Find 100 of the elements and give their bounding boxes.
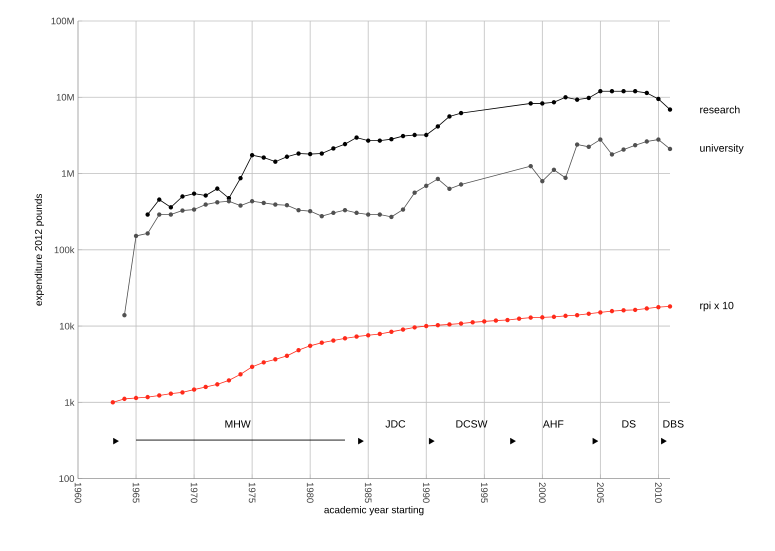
point <box>668 107 672 112</box>
point <box>458 110 464 116</box>
y-tick-label: 1k <box>65 398 74 406</box>
point <box>284 154 290 159</box>
point <box>250 364 254 370</box>
point <box>389 137 394 142</box>
point <box>552 314 556 320</box>
point <box>563 95 568 100</box>
point <box>400 134 406 138</box>
point <box>540 315 545 320</box>
point <box>122 312 127 318</box>
point <box>296 208 301 212</box>
point <box>296 151 301 156</box>
y-tick-label: 10M <box>56 94 74 101</box>
point <box>284 203 290 208</box>
y-axis-title: expenditure 2012 pounds <box>34 194 44 306</box>
point <box>389 330 394 334</box>
point <box>621 308 626 312</box>
point <box>592 438 598 444</box>
x-axis-title: academic year starting <box>324 506 424 516</box>
point <box>447 114 452 119</box>
annotation: DCSW <box>456 420 488 428</box>
point <box>250 199 254 204</box>
point <box>273 357 278 362</box>
point <box>320 340 324 345</box>
point <box>284 354 290 358</box>
point <box>238 372 243 377</box>
point <box>552 168 556 172</box>
x-tick-label: 1990 <box>422 482 430 503</box>
point <box>203 202 208 207</box>
point <box>447 186 452 192</box>
point <box>400 207 406 212</box>
point <box>262 155 266 160</box>
point <box>644 306 649 311</box>
point <box>145 212 150 217</box>
point <box>262 360 266 365</box>
point <box>632 308 638 312</box>
point <box>308 208 312 214</box>
x-tick-label: 1960 <box>74 482 82 503</box>
point <box>354 334 359 339</box>
point <box>574 97 580 102</box>
point <box>157 212 162 217</box>
point <box>412 325 417 330</box>
point <box>180 390 185 395</box>
point <box>308 344 312 348</box>
point <box>192 387 196 392</box>
point <box>552 100 556 104</box>
point <box>134 396 138 400</box>
point <box>632 143 638 148</box>
annotation: DBS <box>663 420 684 428</box>
point <box>389 214 394 220</box>
point <box>610 89 614 94</box>
point <box>122 396 127 402</box>
point <box>563 176 568 180</box>
point <box>586 144 591 150</box>
point <box>273 202 278 207</box>
point <box>273 159 278 164</box>
point <box>656 304 661 310</box>
point <box>342 142 348 146</box>
point <box>656 96 661 102</box>
point <box>610 308 614 314</box>
point <box>366 333 370 338</box>
point <box>331 338 336 343</box>
point <box>238 176 243 180</box>
point <box>203 193 208 198</box>
point <box>168 391 174 396</box>
point <box>400 327 406 332</box>
point <box>134 234 138 238</box>
y-tick-label: 10k <box>60 322 74 330</box>
point <box>378 332 382 336</box>
point <box>262 200 266 206</box>
point <box>226 199 232 204</box>
point <box>145 231 150 236</box>
point <box>494 318 498 323</box>
point <box>331 146 336 151</box>
point <box>168 205 174 210</box>
x-tick-label: 1975 <box>248 482 256 503</box>
point <box>436 124 440 129</box>
point <box>656 137 661 142</box>
point <box>424 184 428 188</box>
point <box>436 176 440 182</box>
point <box>598 137 603 142</box>
point <box>168 212 174 217</box>
text: rpi x 10 <box>700 302 734 312</box>
point <box>528 164 533 168</box>
point <box>331 210 336 216</box>
text: university <box>700 144 744 154</box>
annotation: DS <box>622 420 636 428</box>
point <box>516 316 522 321</box>
x-tick-label: 1970 <box>190 482 198 503</box>
point <box>342 208 348 212</box>
point <box>180 194 185 199</box>
y-tick-label: 100 <box>59 475 74 482</box>
x-tick-label: 1965 <box>132 482 140 503</box>
annotation: JDC <box>385 420 406 428</box>
point <box>358 438 364 444</box>
point <box>621 89 626 94</box>
point <box>238 203 243 208</box>
point <box>610 152 614 157</box>
point <box>540 178 545 184</box>
